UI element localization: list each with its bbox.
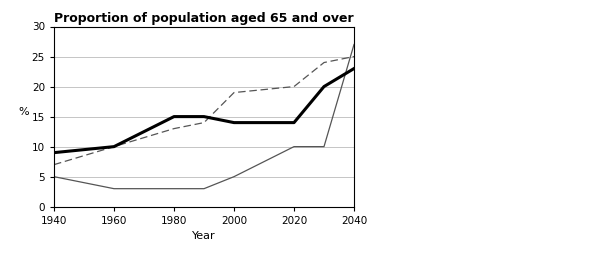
X-axis label: Year: Year xyxy=(192,231,216,241)
Text: Proportion of population aged 65 and over: Proportion of population aged 65 and ove… xyxy=(54,12,353,25)
Y-axis label: %: % xyxy=(18,107,29,117)
